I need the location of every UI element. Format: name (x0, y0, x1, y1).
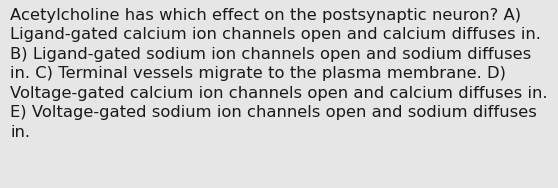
Text: Acetylcholine has which effect on the postsynaptic neuron? A)
Ligand-gated calci: Acetylcholine has which effect on the po… (10, 8, 547, 140)
